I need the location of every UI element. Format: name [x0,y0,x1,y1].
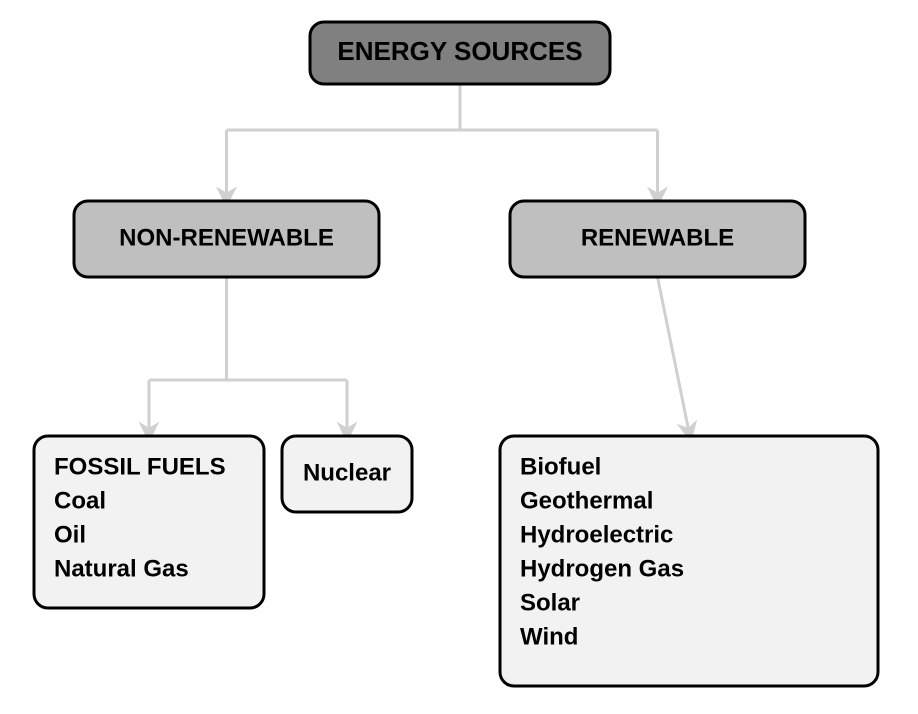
node-fossil-line-0: FOSSIL FUELS [54,453,226,480]
node-fossil-line-2: Oil [54,521,86,548]
nodes-layer: ENERGY SOURCES NON-RENEWABLE RENEWABLE FOSS… [34,22,878,686]
node-nonrenew-label: NON-RENEWABLE [119,224,334,251]
node-nonrenew: NON-RENEWABLE [74,201,379,277]
energy-sources-diagram: ENERGY SOURCES NON-RENEWABLE RENEWABLE FOSS… [0,0,918,714]
node-renew_items: Biofuel Geothermal Hydroelectric Hydrogen G… [500,436,878,686]
node-renew_items-line-2: Hydroelectric [520,521,673,548]
node-nuclear-label: Nuclear [303,459,391,486]
node-root-label: ENERGY SOURCES [337,36,582,66]
node-root: ENERGY SOURCES [310,22,610,84]
node-nuclear: Nuclear [282,436,412,512]
node-renew: RENEWABLE [510,201,805,277]
node-renew_items-line-4: Solar [520,589,580,616]
node-renew-label: RENEWABLE [581,224,734,251]
node-renew_items-line-3: Hydrogen Gas [520,555,684,582]
node-renew_items-line-0: Biofuel [520,453,601,480]
node-renew_items-line-5: Wind [520,623,578,650]
node-fossil-line-3: Natural Gas [54,555,189,582]
node-renew_items-line-1: Geothermal [520,487,653,514]
node-fossil: FOSSIL FUELS Coal Oil Natural Gas [34,436,264,608]
node-fossil-line-1: Coal [54,487,106,514]
